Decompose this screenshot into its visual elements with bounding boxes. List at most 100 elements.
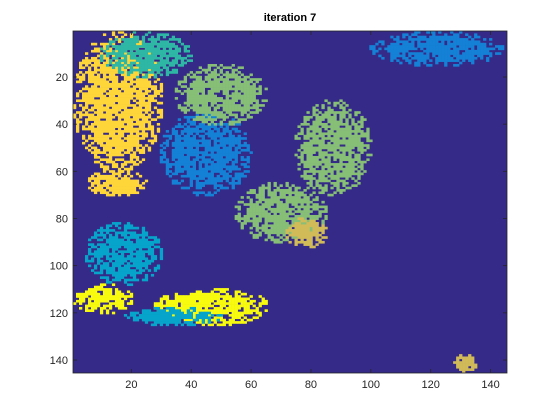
heatmap-cell	[240, 82, 244, 86]
heatmap-cell	[117, 45, 122, 48]
heatmap-cell	[201, 297, 205, 301]
heatmap-cell	[102, 113, 107, 117]
heatmap-cell	[321, 229, 325, 232]
heatmap-cell	[261, 212, 265, 216]
heatmap-cell	[99, 101, 104, 105]
heatmap-cell	[189, 304, 194, 308]
heatmap-cell	[252, 214, 256, 218]
heatmap-cell	[129, 259, 134, 263]
heatmap-cell	[180, 153, 185, 157]
heatmap-cell	[351, 118, 355, 121]
heatmap-cell	[267, 184, 271, 187]
heatmap-cell	[240, 292, 244, 296]
heatmap-cell	[318, 139, 322, 143]
heatmap-cell	[90, 174, 95, 178]
heatmap-cell	[174, 125, 179, 128]
heatmap-cell	[468, 49, 472, 53]
heatmap-cell	[132, 106, 137, 110]
heatmap-cell	[237, 304, 241, 308]
heatmap-cell	[234, 167, 238, 171]
heatmap-cell	[153, 52, 158, 55]
heatmap-cell	[186, 170, 191, 173]
heatmap-cell	[246, 158, 250, 162]
x-tick-label: 80	[305, 379, 317, 391]
heatmap-cell	[105, 115, 110, 119]
heatmap-cell	[120, 292, 125, 296]
heatmap-cell	[294, 224, 298, 228]
heatmap-cell	[243, 144, 247, 147]
heatmap-cell	[204, 82, 208, 86]
heatmap-cell	[285, 212, 289, 216]
heatmap-cell	[114, 184, 119, 187]
heatmap-cell	[249, 115, 253, 119]
heatmap-cell	[189, 139, 194, 143]
heatmap-cell	[117, 172, 122, 176]
heatmap-cell	[204, 101, 208, 105]
heatmap-cell	[132, 80, 137, 84]
heatmap-cell	[108, 269, 113, 272]
heatmap-cell	[453, 64, 457, 67]
heatmap-cell	[102, 108, 107, 112]
heatmap-cell	[120, 94, 125, 98]
heatmap-cell	[348, 144, 352, 147]
heatmap-cell	[360, 132, 364, 136]
heatmap-cell	[138, 61, 143, 65]
heatmap-cell	[117, 85, 122, 88]
heatmap-cell	[222, 153, 226, 157]
heatmap-cell	[432, 42, 436, 46]
heatmap-cell	[267, 193, 271, 197]
heatmap-cell	[336, 101, 340, 105]
heatmap-cell	[180, 151, 185, 154]
heatmap-cell	[84, 52, 89, 55]
heatmap-cell	[234, 106, 238, 110]
heatmap-cell	[174, 54, 179, 58]
heatmap-cell	[204, 71, 208, 74]
heatmap-cell	[135, 191, 140, 195]
heatmap-cell	[306, 222, 310, 225]
heatmap-cell	[135, 122, 140, 126]
heatmap-cell	[225, 99, 229, 103]
heatmap-cell	[126, 151, 131, 154]
heatmap-cell	[243, 219, 247, 223]
heatmap-cell	[309, 156, 313, 159]
heatmap-cell	[318, 179, 322, 183]
heatmap-cell	[240, 321, 244, 324]
heatmap-cell	[126, 38, 131, 41]
heatmap-cell	[90, 295, 95, 298]
heatmap-cell	[189, 89, 194, 93]
heatmap-cell	[183, 151, 188, 154]
heatmap-cell	[300, 222, 304, 225]
heatmap-cell	[150, 139, 155, 143]
heatmap-cell	[105, 153, 110, 157]
heatmap-cell	[207, 134, 211, 138]
heatmap-cell	[207, 193, 211, 197]
heatmap-cell	[435, 40, 439, 44]
heatmap-cell	[264, 186, 268, 190]
heatmap-cell	[129, 233, 134, 237]
heatmap-cell	[186, 132, 191, 136]
heatmap-cell	[129, 97, 134, 100]
heatmap-cell	[219, 316, 223, 320]
heatmap-cell	[102, 45, 107, 48]
heatmap-cell	[219, 156, 223, 159]
heatmap-cell	[147, 125, 152, 128]
heatmap-cell	[201, 94, 205, 98]
heatmap-cell	[90, 97, 95, 100]
heatmap-cell	[279, 212, 283, 216]
heatmap-cell	[231, 104, 235, 107]
x-tick-label: 120	[421, 379, 439, 391]
heatmap-cell	[138, 266, 143, 270]
heatmap-cell	[291, 207, 295, 211]
heatmap-cell	[123, 127, 128, 131]
heatmap-cell	[324, 163, 328, 166]
heatmap-cell	[135, 318, 140, 322]
heatmap-cell	[213, 134, 217, 138]
heatmap-cell	[333, 148, 337, 152]
heatmap-cell	[309, 144, 313, 147]
heatmap-cell	[135, 146, 140, 150]
heatmap-cell	[243, 89, 247, 93]
heatmap-cell	[78, 66, 83, 70]
heatmap-cell	[186, 89, 191, 93]
heatmap-cell	[306, 156, 310, 159]
heatmap-cell	[375, 42, 379, 46]
